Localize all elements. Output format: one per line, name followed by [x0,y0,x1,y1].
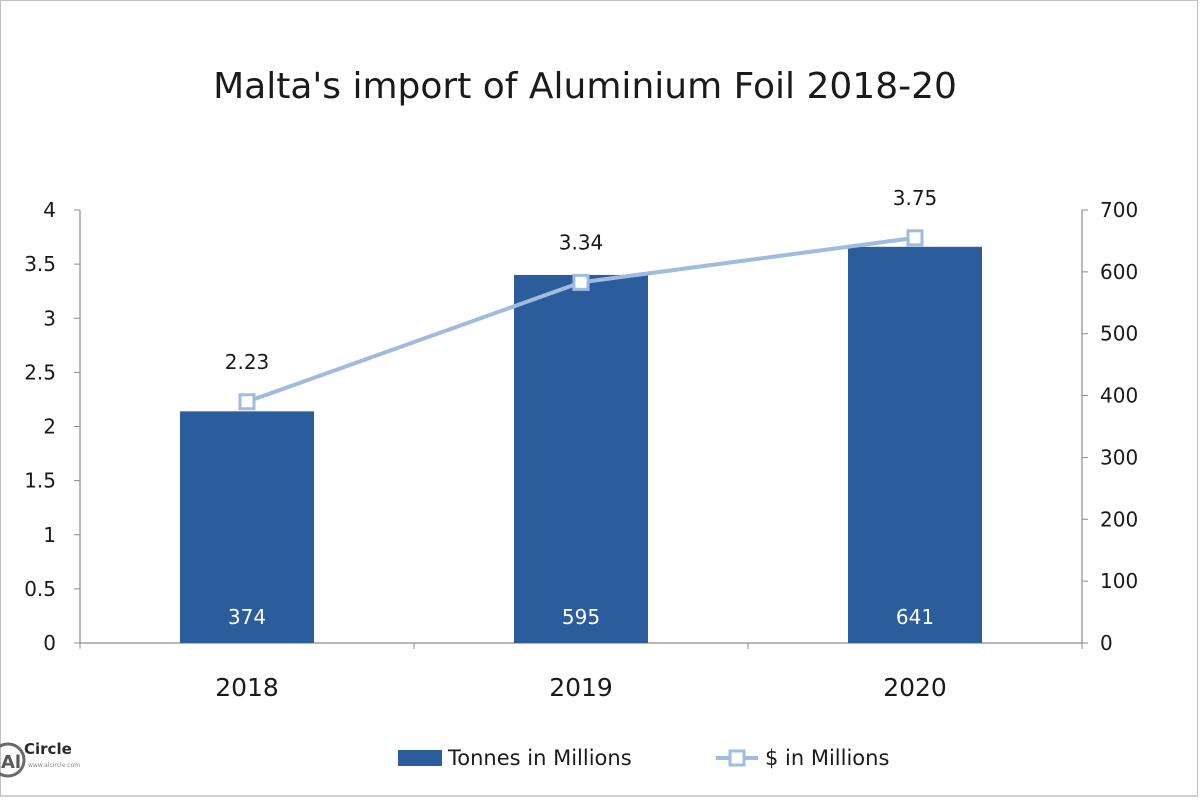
left-tick-label: 3 [43,306,56,330]
left-tick-label: 3.5 [24,252,56,276]
x-category-label: 2018 [215,673,279,702]
left-tick-label: 1.5 [24,469,56,493]
right-tick-label: 600 [1100,260,1138,284]
line-data-label: 3.75 [893,186,938,210]
bar [180,411,314,643]
left-tick-label: 0.5 [24,577,56,601]
aicircle-logo: Al Circle www.alcircle.com [0,732,90,782]
left-tick-label: 2 [43,415,56,439]
right-tick-label: 500 [1100,322,1138,346]
bar [514,274,648,643]
line-data-label: 3.34 [559,230,604,254]
right-tick-label: 400 [1100,384,1138,408]
bar-data-label: 374 [228,605,266,629]
line-point-marker [238,393,256,411]
svg-text:www.alcircle.com: www.alcircle.com [28,762,80,769]
chart-title: Malta's import of Aluminium Foil 2018-20 [213,66,957,107]
right-tick-label: 200 [1100,507,1138,531]
left-tick-label: 4 [43,198,56,222]
legend-label-bar: Tonnes in Millions [447,746,632,770]
x-category-label: 2020 [883,673,947,702]
line-data-label: 2.23 [225,350,270,374]
svg-text:Circle: Circle [24,740,72,758]
x-category-label: 2019 [549,673,613,702]
right-tick-label: 0 [1100,631,1113,655]
legend-label-line: $ in Millions [765,746,889,770]
right-tick-label: 300 [1100,445,1138,469]
legend-swatch-marker [728,749,746,767]
line-point-marker [572,273,590,291]
bar [848,246,982,643]
right-tick-label: 100 [1100,569,1138,593]
svg-text:Al: Al [1,752,21,773]
left-tick-label: 1 [43,523,56,547]
legend-swatch-bar [398,750,442,766]
right-tick-label: 700 [1100,198,1138,222]
left-tick-label: 0 [43,631,56,655]
left-tick-label: 2.5 [24,360,56,384]
bar-data-label: 595 [562,605,600,629]
bar-data-label: 641 [896,605,934,629]
line-point-marker [906,229,924,247]
